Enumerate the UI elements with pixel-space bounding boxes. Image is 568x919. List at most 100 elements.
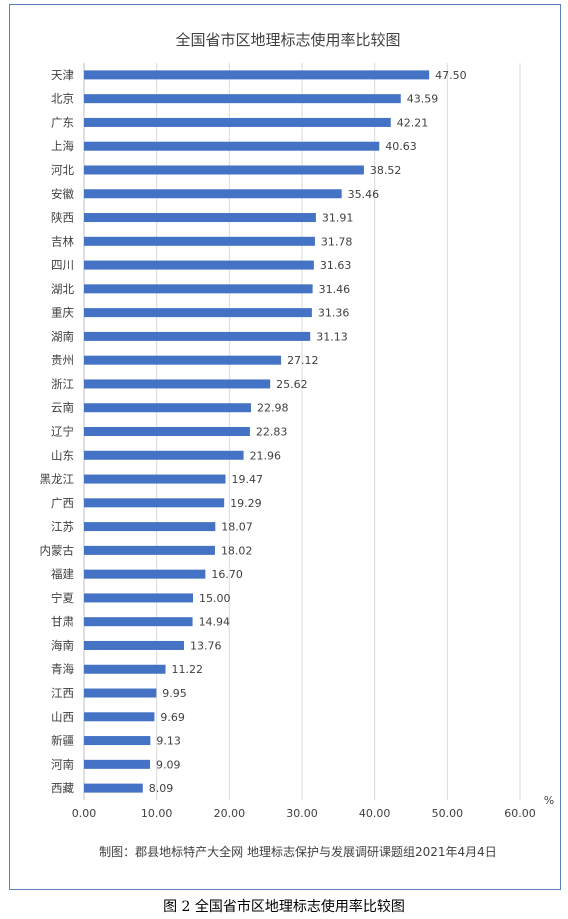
value-label: 25.62 [276, 378, 308, 391]
bar-23 [84, 617, 193, 627]
bar-24 [84, 640, 184, 650]
x-tick-label: 60.00 [504, 807, 536, 820]
value-label: 31.78 [321, 235, 353, 248]
value-label: 14.94 [199, 616, 231, 629]
value-label: 42.21 [397, 116, 429, 129]
category-label: 湖北 [51, 282, 74, 296]
category-label: 甘肃 [51, 615, 74, 629]
category-label: 浙江 [51, 377, 74, 391]
bar-13 [84, 379, 271, 389]
value-label: 9.95 [162, 687, 187, 700]
chart-title: 全国省市区地理标志使用率比较图 [175, 31, 400, 49]
bar-chart: 全国省市区地理标志使用率比较图 0.00 10.00 20.00 30.00 40.00… [40, 31, 555, 859]
category-label: 新疆 [51, 734, 74, 748]
bar-29 [84, 759, 151, 769]
bar-20 [84, 545, 215, 555]
category-label: 山东 [51, 448, 74, 462]
bar-4 [84, 165, 364, 175]
value-label: 9.13 [156, 735, 181, 748]
category-label: 青海 [51, 662, 74, 676]
bar-0 [84, 70, 430, 80]
value-label: 22.83 [256, 426, 288, 439]
bar-14 [84, 403, 251, 413]
bar-1 [84, 94, 401, 104]
chart-frame: 全国省市区地理标志使用率比较图 0.00 10.00 20.00 30.00 40.00… [9, 4, 561, 890]
bar-3 [84, 141, 380, 151]
x-tick-label: 30.00 [286, 807, 318, 820]
bar-16 [84, 450, 244, 460]
category-label: 上海 [51, 139, 74, 153]
bar-15 [84, 427, 250, 436]
value-label: 11.22 [172, 663, 204, 676]
x-tick-label: 50.00 [432, 807, 464, 820]
value-label: 13.76 [190, 639, 222, 652]
value-label: 16.70 [211, 568, 243, 581]
category-label: 四川 [51, 258, 74, 272]
value-label: 31.91 [322, 212, 354, 225]
value-label: 19.29 [230, 497, 262, 510]
category-label: 安徽 [51, 187, 74, 201]
bar-7 [84, 236, 315, 246]
category-label: 天津 [51, 68, 74, 82]
value-label: 9.09 [156, 758, 181, 771]
bar-21 [84, 569, 206, 579]
value-label: 9.69 [160, 711, 185, 724]
bar-26 [84, 688, 157, 698]
bar-10 [84, 308, 312, 318]
value-label: 19.47 [231, 473, 263, 486]
value-label: 31.13 [316, 330, 348, 343]
category-label: 江西 [51, 686, 74, 700]
bar-19 [84, 522, 216, 532]
labels: 0.00 10.00 20.00 30.00 40.00 50.00 60.00 天津 47.5… [40, 68, 536, 820]
value-label: 18.02 [221, 544, 253, 557]
category-label: 湖南 [51, 329, 74, 343]
category-label: 福建 [51, 567, 74, 581]
category-label: 辽宁 [51, 425, 74, 439]
value-label: 40.63 [385, 140, 417, 153]
value-label: 31.36 [318, 307, 350, 320]
category-label: 广东 [51, 115, 74, 129]
value-label: 22.98 [257, 402, 289, 415]
category-label: 内蒙古 [40, 543, 75, 557]
value-label: 18.07 [221, 521, 253, 534]
value-label: 31.63 [320, 259, 352, 272]
category-label: 海南 [51, 638, 74, 652]
x-tick-label: 40.00 [359, 807, 391, 820]
bar-22 [84, 593, 193, 603]
value-label: 47.50 [435, 69, 467, 82]
bar-8 [84, 260, 314, 270]
value-label: 27.12 [287, 354, 319, 367]
category-label: 重庆 [51, 306, 74, 320]
category-label: 贵州 [51, 353, 74, 367]
source-note: 制图：郡县地标特产大全网 地理标志保护与发展调研课题组2021年4月4日 [99, 844, 497, 859]
category-label: 西藏 [51, 781, 74, 795]
value-label: 35.46 [348, 188, 380, 201]
category-label: 宁夏 [51, 591, 74, 605]
category-label: 陕西 [51, 211, 74, 225]
x-tick-label: 20.00 [214, 807, 246, 820]
value-label: 15.00 [199, 592, 231, 605]
value-label: 8.09 [149, 782, 174, 795]
bar-9 [84, 284, 313, 294]
category-label: 河北 [51, 163, 74, 177]
category-label: 吉林 [51, 234, 74, 248]
bar-28 [84, 736, 151, 746]
x-tick-label: 10.00 [141, 807, 173, 820]
category-label: 河南 [51, 757, 74, 771]
value-label: 43.59 [407, 93, 439, 106]
x-axis-unit: % [544, 794, 554, 807]
bar-27 [84, 712, 155, 722]
category-label: 黑龙江 [40, 472, 75, 486]
x-tick-label: 0.00 [72, 807, 97, 820]
bar-17 [84, 474, 226, 484]
bar-5 [84, 189, 342, 199]
value-label: 38.52 [370, 164, 402, 177]
category-label: 江苏 [51, 520, 74, 534]
figure-caption: 图 2 全国省市区地理标志使用率比较图 [163, 899, 405, 915]
category-label: 广西 [51, 496, 74, 510]
category-label: 北京 [51, 92, 74, 106]
category-label: 山西 [51, 710, 74, 724]
bar-12 [84, 355, 282, 365]
bar-30 [84, 783, 143, 793]
bar-11 [84, 331, 311, 341]
